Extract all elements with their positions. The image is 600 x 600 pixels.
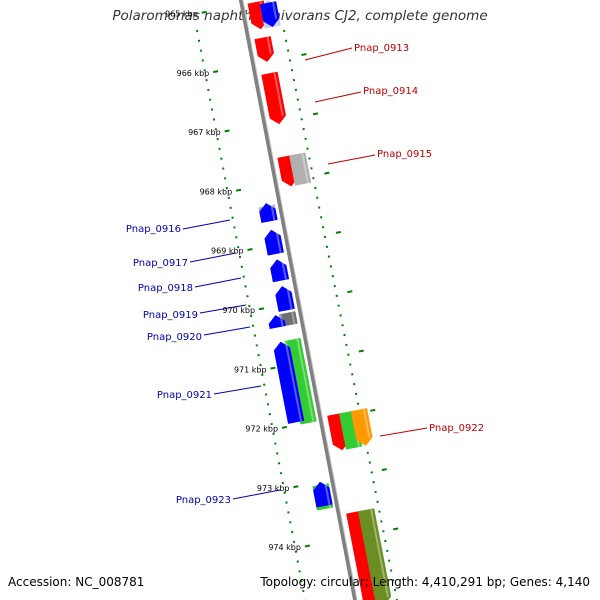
- gene-feature-blue[interactable]: [270, 259, 290, 283]
- gene-feature-highlight: [279, 314, 284, 327]
- gene-feature-highlight: [275, 228, 282, 253]
- gene-label-pnap-0915[interactable]: Pnap_0915: [327, 149, 432, 165]
- gene-feature-blue[interactable]: [259, 1, 280, 28]
- gene-label-text: Pnap_0923: [176, 495, 231, 506]
- ruler-tick: [335, 230, 342, 234]
- gene-label-text: Pnap_0916: [126, 224, 181, 235]
- gene-label-pnap-0917[interactable]: Pnap_0917: [133, 252, 237, 269]
- gene-label-pnap-0920[interactable]: Pnap_0920: [147, 326, 251, 343]
- ruler-tick: [324, 171, 330, 175]
- gene-feature-red[interactable]: [254, 36, 274, 62]
- ruler-tick-label: 965 kbp: [165, 10, 198, 19]
- gene-label-pnap-0923[interactable]: Pnap_0923: [176, 489, 281, 506]
- ruler-tick-label: 969 kbp: [211, 247, 244, 256]
- ruler-tick-label: 971 kbp: [234, 365, 267, 374]
- ruler-tick: [312, 112, 319, 116]
- gene-label-text: Pnap_0917: [133, 258, 188, 269]
- gene-feature-highlight: [296, 338, 315, 422]
- gene-feature-highlight: [271, 1, 278, 19]
- gene-features: [247, 0, 392, 600]
- gene-feature-highlight: [301, 153, 309, 184]
- ruler-tick: [247, 248, 253, 251]
- gene-label-text: Pnap_0914: [363, 86, 418, 97]
- gene-feature-highlight: [370, 508, 389, 598]
- ruler-tick-label: 973 kbp: [257, 484, 290, 493]
- gene-feature-highlight: [286, 285, 293, 310]
- gene-feature-blue[interactable]: [273, 341, 305, 424]
- gene-feature-highlight: [266, 36, 272, 54]
- ruler-tick-label: 967 kbp: [188, 128, 221, 137]
- gene-feature-highlight: [269, 202, 276, 221]
- ruler-tick: [235, 188, 242, 192]
- gene-feature-highlight: [291, 311, 296, 325]
- gene-feature-highlight: [362, 408, 371, 438]
- gene-label-text: Pnap_0918: [138, 283, 193, 294]
- gene-feature-highlight: [284, 340, 303, 422]
- bottom-ruler-line: [196, 29, 306, 600]
- gene-label-pnap-0916[interactable]: Pnap_0916: [126, 219, 231, 235]
- ruler-tick: [358, 349, 364, 353]
- ruler-tick: [224, 129, 230, 133]
- gene-feature-highlight: [280, 258, 287, 280]
- genome-backbone: [238, 0, 358, 600]
- gene-feature-blue[interactable]: [268, 315, 286, 330]
- gene-label-text: Pnap_0919: [143, 310, 198, 321]
- gene-label-text: Pnap_0921: [157, 390, 212, 401]
- ruler-tick: [393, 527, 399, 531]
- ruler-tick-label: 968 kbp: [200, 187, 233, 196]
- gene-label-text: Pnap_0922: [429, 423, 484, 434]
- gene-feature-red[interactable]: [261, 71, 286, 125]
- ruler-tick: [293, 485, 299, 489]
- gene-label-pnap-0914[interactable]: Pnap_0914: [314, 86, 418, 103]
- ruler-tick: [347, 290, 353, 294]
- ruler-tick-label: 966 kbp: [177, 69, 210, 78]
- gene-label-pnap-0921[interactable]: Pnap_0921: [157, 385, 262, 401]
- gene-feature-blue[interactable]: [259, 203, 278, 223]
- gene-label-text: Pnap_0913: [354, 43, 409, 54]
- ruler-tick-label: 970 kbp: [222, 306, 255, 315]
- ruler-tick: [301, 53, 307, 56]
- ruler-tick: [381, 468, 387, 472]
- gene-feature-orange[interactable]: [350, 408, 373, 446]
- ruler-tick: [304, 544, 310, 548]
- gene-label-pnap-0918[interactable]: Pnap_0918: [138, 277, 242, 294]
- gene-feature-gray[interactable]: [289, 152, 312, 186]
- gene-label-pnap-0922[interactable]: Pnap_0922: [379, 423, 484, 437]
- ruler-ticks: 965 kbp 966 kbp 967 kbp 968 kbp 969 kbp 970 k…: [165, 10, 399, 552]
- gene-feature-olive[interactable]: [357, 508, 392, 600]
- gene-label-pnap-0919[interactable]: Pnap_0919: [143, 304, 247, 321]
- genome-backbone-highlight: [242, 0, 358, 600]
- gene-feature-blue[interactable]: [313, 481, 333, 508]
- top-ruler-line: [283, 29, 398, 600]
- genome-stats-text: Topology: circular; Length: 4,410,291 bp…: [260, 575, 590, 589]
- ruler-tick-label: 974 kbp: [268, 543, 301, 552]
- ruler-tick: [370, 408, 376, 412]
- accession-text: Accession: NC_008781: [8, 575, 145, 589]
- gene-feature-highlight: [273, 72, 284, 117]
- ruler-tick: [212, 70, 219, 74]
- ruler-tick: [281, 425, 288, 429]
- gene-label-text: Pnap_0920: [147, 332, 202, 343]
- gene-label-pnap-0913[interactable]: Pnap_0913: [304, 43, 409, 61]
- gene-feature-blue[interactable]: [264, 229, 284, 256]
- ruler-tick: [201, 10, 207, 14]
- gene-feature-highlight: [323, 480, 331, 506]
- gene-label-text: Pnap_0915: [377, 149, 432, 160]
- gene-feature-blue[interactable]: [275, 286, 295, 312]
- ruler-tick: [270, 366, 276, 370]
- ruler-tick-label: 972 kbp: [245, 425, 278, 434]
- ruler-tick: [258, 307, 265, 311]
